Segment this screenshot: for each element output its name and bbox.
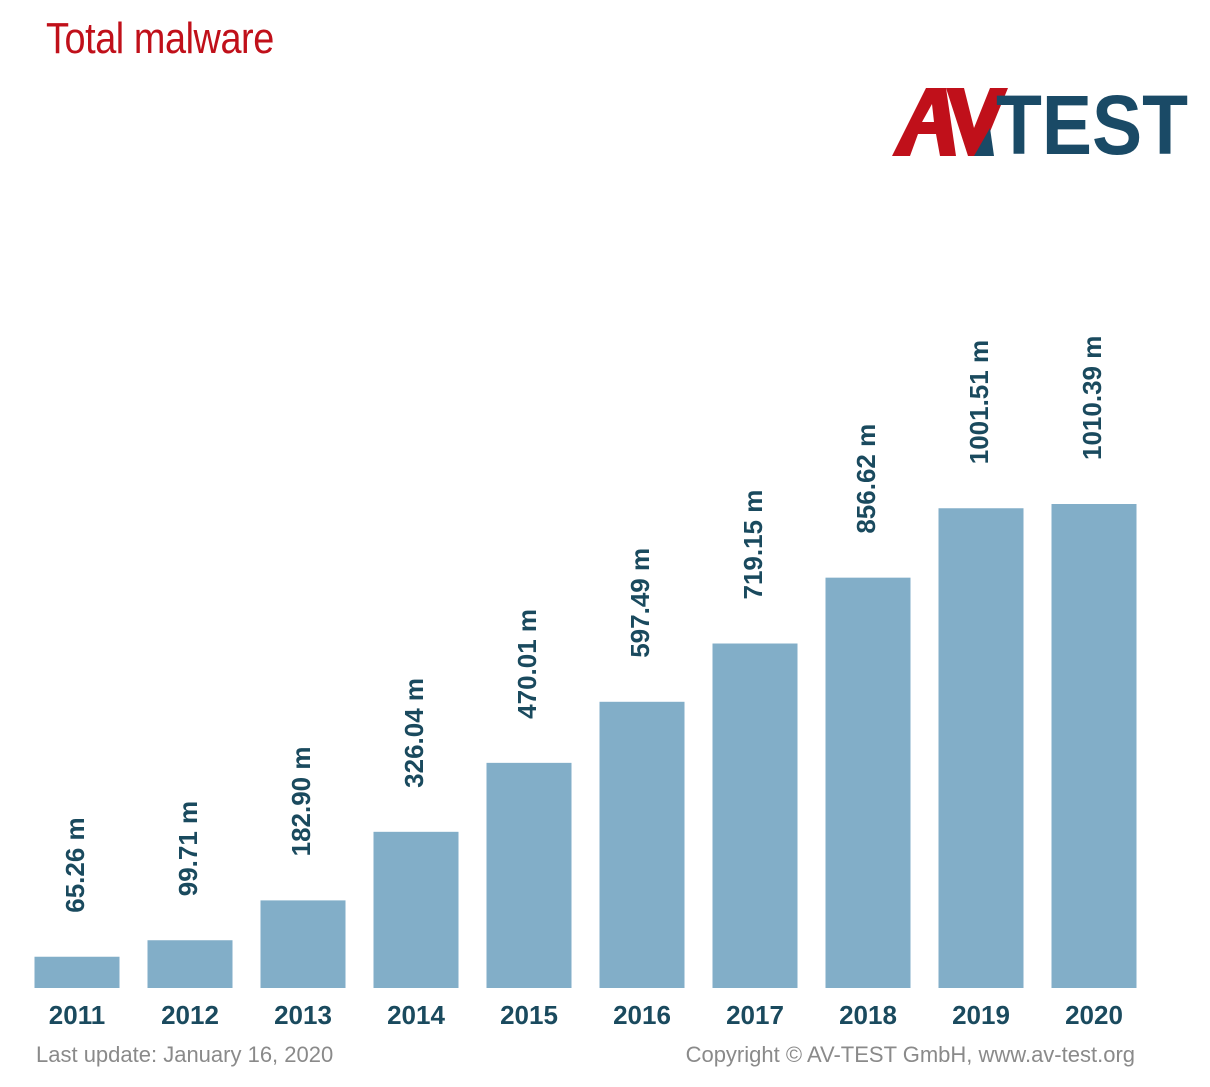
av-test-logo: TEST [892,84,1188,160]
value-label-2016: 597.49 m [625,548,655,658]
bar-2015 [486,762,572,988]
bar-2019 [938,508,1024,988]
x-tick-labels-layer: 2011 2012 2013 2014 2015 2016 2017 2018 2019 2020 [49,1000,1123,1030]
bars-layer [34,504,1137,988]
value-label-2017: 719.15 m [738,490,768,600]
value-label-2018: 856.62 m [851,424,881,534]
chart-title: Total malware [46,14,274,63]
x-tick-2014: 2014 [387,1000,445,1030]
x-tick-2012: 2012 [161,1000,219,1030]
bar-2013 [260,900,346,988]
x-tick-2017: 2017 [726,1000,784,1030]
bar-2017 [712,643,798,988]
bar-2018 [825,577,911,988]
value-labels-layer: 65.26 m 99.71 m 182.90 m 326.04 m 470.01 m 59… [60,336,1107,913]
value-label-2020: 1010.39 m [1077,336,1107,460]
logo-text-test: TEST [996,84,1188,160]
x-tick-2011: 2011 [49,1000,105,1030]
value-label-2015: 470.01 m [512,609,542,719]
logo-dot [974,128,994,156]
x-tick-2018: 2018 [839,1000,897,1030]
value-label-2012: 99.71 m [173,801,203,896]
logo-a-hole [922,104,934,122]
copyright-text: Copyright © AV-TEST GmbH, www.av-test.or… [685,1042,1135,1067]
bar-2012 [147,940,233,988]
bar-2020 [1051,504,1137,988]
value-label-2014: 326.04 m [399,678,429,788]
bar-2016 [599,701,685,988]
x-tick-2015: 2015 [500,1000,558,1030]
last-update-text: Last update: January 16, 2020 [36,1042,334,1067]
value-label-2011: 65.26 m [60,817,90,912]
value-label-2013: 182.90 m [286,747,316,857]
logo-v-shape [946,88,1008,156]
bar-2014 [373,831,459,988]
x-tick-2020: 2020 [1065,1000,1123,1030]
bar-2011 [34,956,120,988]
x-tick-2013: 2013 [274,1000,332,1030]
value-label-2019: 1001.51 m [964,340,994,464]
x-tick-2016: 2016 [613,1000,671,1030]
x-tick-2019: 2019 [952,1000,1010,1030]
